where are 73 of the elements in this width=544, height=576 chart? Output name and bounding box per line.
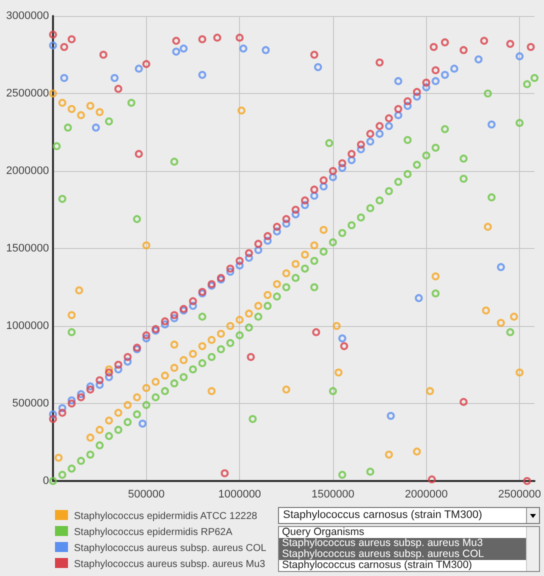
point <box>68 311 76 320</box>
text: Staphylococcus carnosus (strain TM300) <box>278 507 540 524</box>
x-tick-label: 2000000 <box>404 488 448 500</box>
point <box>208 387 216 396</box>
point <box>142 241 150 250</box>
point <box>124 401 132 410</box>
point <box>198 342 206 350</box>
point <box>114 408 122 417</box>
point <box>180 356 188 364</box>
point <box>58 98 66 107</box>
legend-label: Staphylococcus aureus subsp. aureus Mu3 <box>74 559 266 570</box>
y-tick-label: 1500000 <box>6 242 49 254</box>
x-tick-label: 1000000 <box>218 488 262 500</box>
x-tick-label: 1500000 <box>312 488 354 500</box>
point <box>432 272 440 280</box>
point <box>86 102 94 110</box>
point <box>482 306 490 314</box>
point <box>208 336 216 344</box>
point <box>516 368 524 376</box>
point <box>292 260 300 268</box>
point <box>334 368 343 376</box>
point <box>310 241 318 250</box>
point <box>54 454 63 462</box>
point <box>272 280 281 288</box>
point <box>160 372 169 380</box>
text: Query Organisms <box>281 526 366 538</box>
point <box>226 322 234 330</box>
point <box>152 378 160 386</box>
point <box>77 111 85 120</box>
point <box>332 322 341 330</box>
point <box>484 222 492 231</box>
point <box>320 226 328 234</box>
y-tick-label: 2500000 <box>6 88 49 100</box>
y-tick-label: 0 <box>42 475 49 487</box>
point <box>510 312 518 321</box>
point <box>254 302 262 310</box>
y-tick-label: 3000000 <box>6 10 49 22</box>
point <box>170 340 178 349</box>
point <box>68 105 76 113</box>
point <box>238 106 246 115</box>
y-tick-label: 500000 <box>12 398 49 410</box>
x-tick-label: 500000 <box>128 488 165 500</box>
point <box>282 386 290 394</box>
legend-label: Staphylococcus epidermidis ATCC 12228 <box>74 511 258 522</box>
text: Staphylococcus aureus subsp. aureus Mu3 <box>279 537 539 549</box>
point <box>96 426 104 434</box>
point <box>49 90 57 98</box>
legend-label: Staphylococcus epidermidis RP62A <box>74 527 232 538</box>
point <box>86 434 94 442</box>
text: Staphylococcus aureus subsp. aureus COL <box>279 548 539 560</box>
point <box>104 365 113 374</box>
point <box>244 310 253 318</box>
point <box>496 318 505 327</box>
legend-label: Staphylococcus aureus subsp. aureus COL <box>74 543 266 554</box>
point <box>142 384 150 392</box>
point <box>236 316 244 324</box>
y-tick-label: 2000000 <box>6 165 49 177</box>
point <box>96 108 104 116</box>
point <box>384 450 393 459</box>
point <box>188 350 197 358</box>
point <box>300 250 309 259</box>
point <box>104 416 113 425</box>
text: Staphylococcus carnosus (strain TM300) <box>281 559 474 571</box>
point <box>216 330 225 338</box>
point <box>426 387 434 396</box>
y-tick-label: 1000000 <box>6 320 49 332</box>
point <box>75 286 84 294</box>
point <box>264 291 272 299</box>
point <box>282 269 290 278</box>
point <box>132 393 141 402</box>
point <box>170 364 178 372</box>
point <box>412 448 421 456</box>
x-tick-label: 2500000 <box>498 488 541 500</box>
